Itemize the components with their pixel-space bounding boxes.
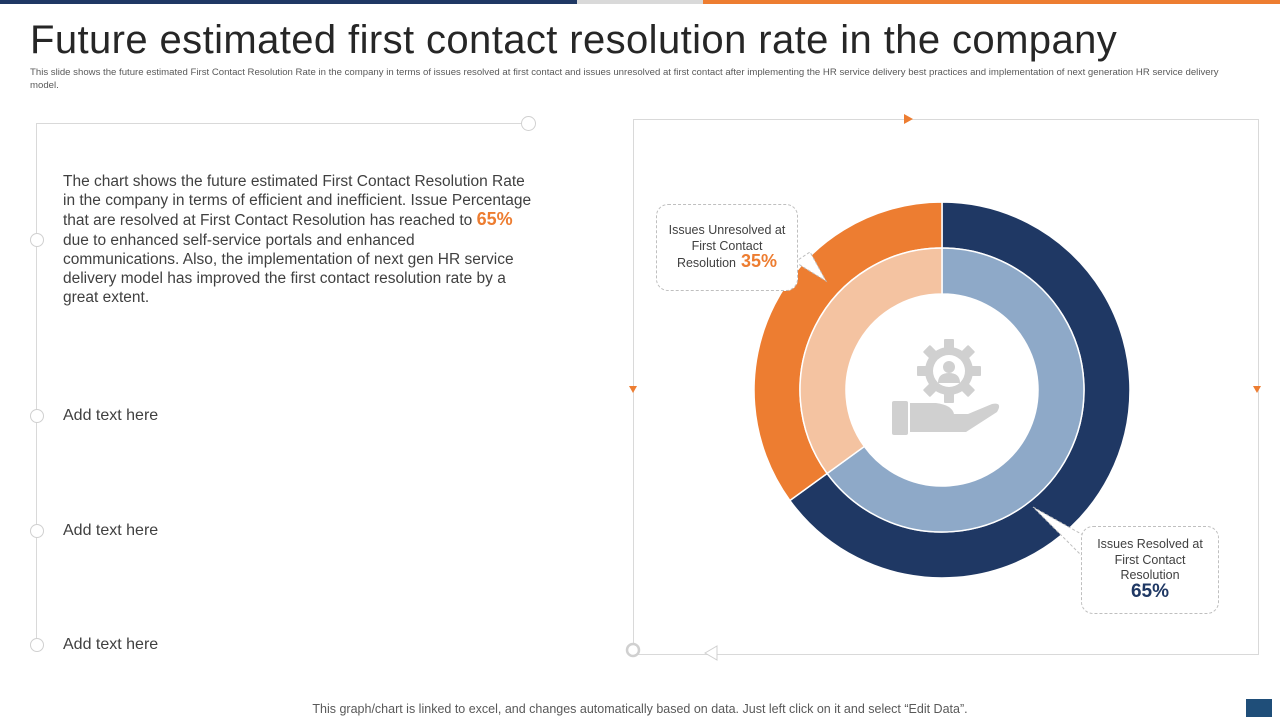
page-subtitle: This slide shows the future estimated Fi… (30, 67, 1219, 91)
timeline-node-2 (30, 409, 44, 423)
description-highlight: 65% (476, 209, 513, 230)
timeline-node-1 (30, 233, 44, 247)
top-accent-bar-orange (703, 0, 1280, 4)
frame-arrow-top (904, 114, 913, 124)
callout-unresolved: Issues Unresolved at First Contact Resol… (656, 204, 798, 291)
frame-arrow-right (1253, 386, 1261, 393)
frame-corner-node (625, 642, 641, 658)
callout-unresolved-label: Issues Unresolved at First Contact Resol… (668, 223, 786, 271)
corner-logo-box (1246, 699, 1272, 717)
frame-arrow-bottom (704, 645, 718, 661)
placeholder-text-2[interactable]: Add text here (63, 522, 159, 539)
callout-unresolved-value: 35% (736, 251, 778, 271)
callout-resolved: Issues Resolved at First Contact Resolut… (1081, 526, 1219, 614)
inner-ring-segment-resolved[interactable] (826, 247, 1085, 533)
timeline-vertical-line (36, 123, 37, 645)
callout-pointer-unresolved (794, 251, 828, 283)
placeholder-text-1[interactable]: Add text here (63, 407, 159, 424)
callout-resolved-label: Issues Resolved at First Contact Resolut… (1097, 537, 1203, 582)
timeline-top-line (36, 123, 522, 124)
footer-note: This graph/chart is linked to excel, and… (312, 702, 968, 716)
description-text-1: The chart shows the future estimated Fir… (63, 173, 532, 230)
description-paragraph: The chart shows the future estimated Fir… (63, 172, 533, 307)
timeline-node-3 (30, 524, 44, 538)
placeholder-text-3[interactable]: Add text here (63, 636, 159, 653)
callout-resolved-value: 65% (1130, 580, 1170, 602)
page-title: Future estimated first contact resolutio… (30, 18, 1118, 62)
top-accent-bar-navy (0, 0, 577, 4)
timeline-node-4 (30, 638, 44, 652)
gear-person-hand-icon (892, 339, 1000, 435)
description-text-2: due to enhanced self-service portals and… (63, 231, 514, 307)
frame-arrow-left (629, 386, 637, 393)
top-accent-bar-gray (577, 0, 703, 4)
timeline-end-node (521, 116, 536, 131)
inner-ring-segment-unresolved[interactable] (799, 247, 943, 475)
